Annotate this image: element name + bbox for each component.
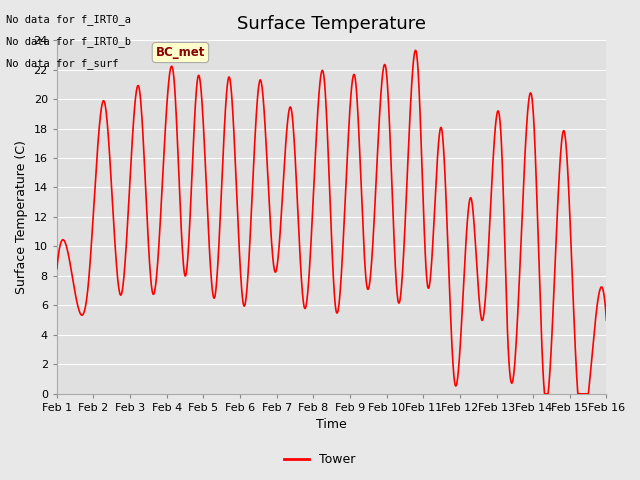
Text: No data for f_surf: No data for f_surf: [6, 58, 119, 69]
Text: No data for f_IRT0_b: No data for f_IRT0_b: [6, 36, 131, 47]
Legend: Tower: Tower: [279, 448, 361, 471]
Title: Surface Temperature: Surface Temperature: [237, 15, 426, 33]
Y-axis label: Surface Temperature (C): Surface Temperature (C): [15, 140, 28, 294]
Text: BC_met: BC_met: [156, 46, 205, 59]
X-axis label: Time: Time: [316, 419, 347, 432]
Text: No data for f_IRT0_a: No data for f_IRT0_a: [6, 14, 131, 25]
